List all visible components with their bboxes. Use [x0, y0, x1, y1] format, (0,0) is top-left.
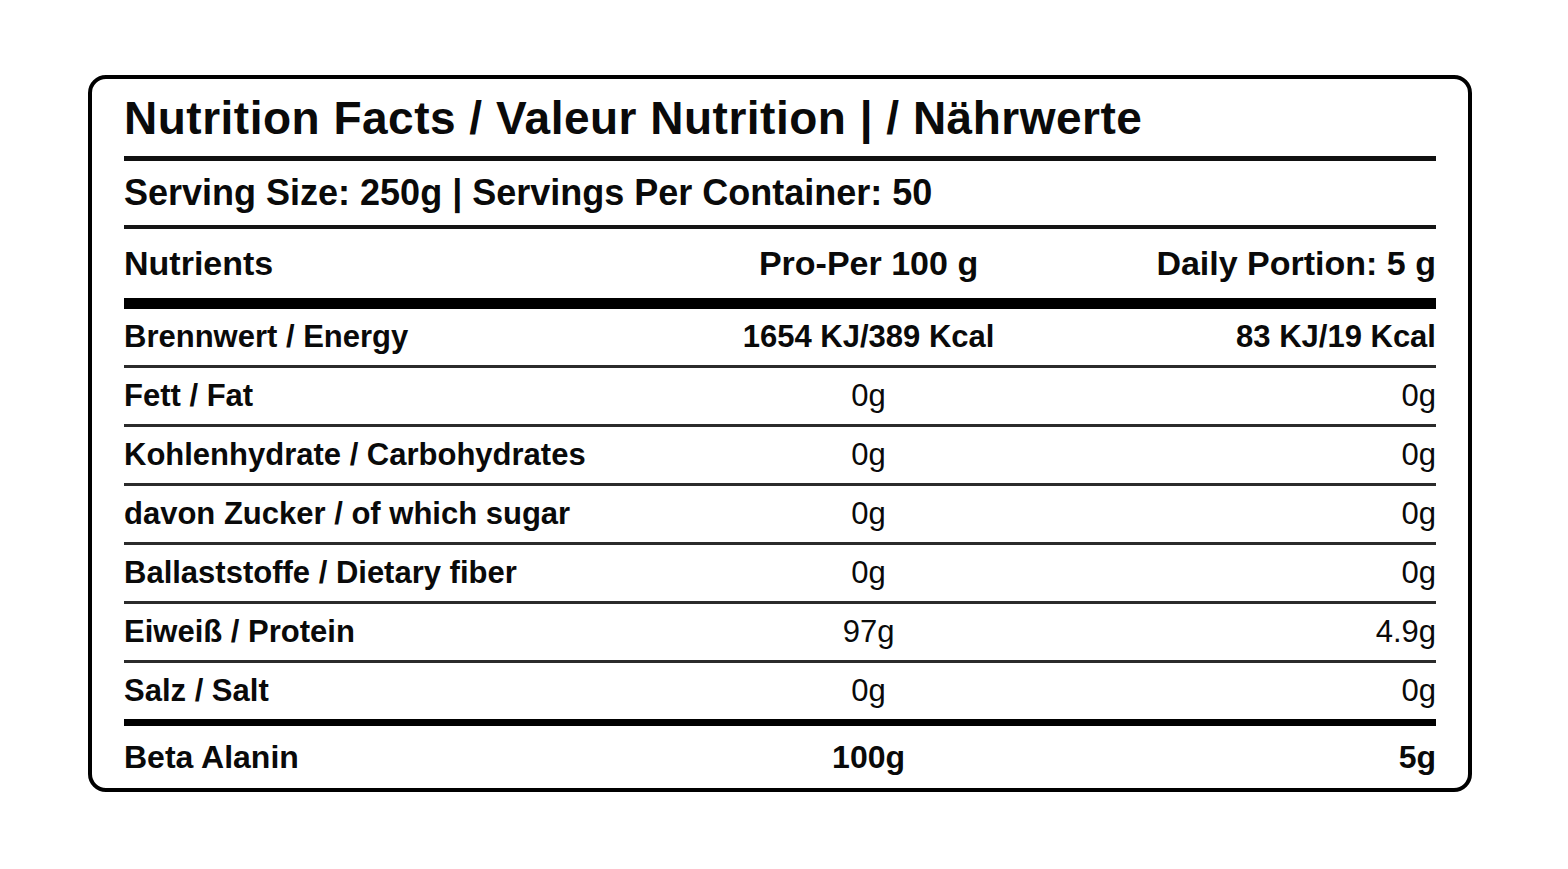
table-row-carbohydrates: Kohlenhydrate / Carbohydrates 0g 0g: [124, 427, 1436, 483]
row-per100-value: 0g: [649, 496, 1089, 532]
thick-bar-below-header: [124, 298, 1436, 309]
row-per100-value: 97g: [649, 614, 1089, 650]
table-row-fat: Fett / Fat 0g 0g: [124, 368, 1436, 424]
table-row-salt: Salz / Salt 0g 0g: [124, 663, 1436, 719]
table-row-sugar: davon Zucker / of which sugar 0g 0g: [124, 486, 1436, 542]
column-header-per-100g: Pro-Per 100 g: [649, 244, 1089, 283]
table-row-protein: Eiweiß / Protein 97g 4.9g: [124, 604, 1436, 660]
label-title: Nutrition Facts / Valeur Nutrition | / N…: [124, 79, 1436, 156]
row-label: Eiweiß / Protein: [124, 614, 649, 650]
row-daily-value: 0g: [1088, 673, 1436, 709]
row-daily-value: 0g: [1088, 378, 1436, 414]
row-label: Kohlenhydrate / Carbohydrates: [124, 437, 649, 473]
row-per100-value: 0g: [649, 673, 1089, 709]
row-label: Brennwert / Energy: [124, 319, 649, 355]
row-label: Ballaststoffe / Dietary fiber: [124, 555, 649, 591]
column-header-nutrients: Nutrients: [124, 244, 649, 283]
table-row-beta-alanin: Beta Alanin 100g 5g: [124, 726, 1436, 788]
row-daily-value: 83 KJ/19 Kcal: [1088, 319, 1436, 355]
row-per100-value: 0g: [649, 437, 1089, 473]
row-daily-value: 5g: [1088, 739, 1436, 776]
row-per100-value: 0g: [649, 555, 1089, 591]
row-label: Fett / Fat: [124, 378, 649, 414]
row-label: davon Zucker / of which sugar: [124, 496, 649, 532]
column-header-daily-portion: Daily Portion: 5 g: [1088, 244, 1436, 283]
row-per100-value: 100g: [649, 739, 1089, 776]
row-daily-value: 0g: [1088, 437, 1436, 473]
table-row-energy: Brennwert / Energy 1654 KJ/389 Kcal 83 K…: [124, 309, 1436, 365]
row-daily-value: 0g: [1088, 555, 1436, 591]
serving-info: Serving Size: 250g | Servings Per Contai…: [124, 161, 1436, 225]
row-daily-value: 0g: [1088, 496, 1436, 532]
row-per100-value: 1654 KJ/389 Kcal: [649, 319, 1089, 355]
row-label: Salz / Salt: [124, 673, 649, 709]
row-daily-value: 4.9g: [1088, 614, 1436, 650]
row-per100-value: 0g: [649, 378, 1089, 414]
row-label: Beta Alanin: [124, 739, 649, 776]
table-row-dietary-fiber: Ballaststoffe / Dietary fiber 0g 0g: [124, 545, 1436, 601]
thick-bar-above-footer: [124, 719, 1436, 726]
label-content: Nutrition Facts / Valeur Nutrition | / N…: [92, 79, 1468, 788]
nutrition-facts-label: Nutrition Facts / Valeur Nutrition | / N…: [88, 75, 1472, 792]
column-header-row: Nutrients Pro-Per 100 g Daily Portion: 5…: [124, 229, 1436, 298]
